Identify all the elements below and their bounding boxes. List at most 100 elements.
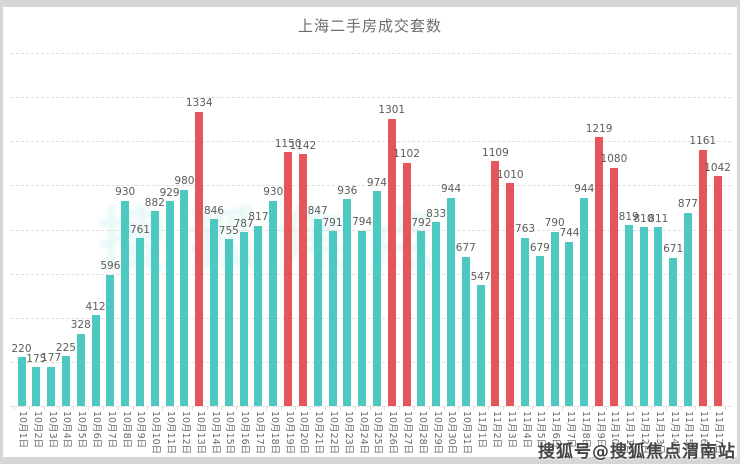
x-axis-tick xyxy=(695,406,697,410)
bar-value-label: 930 xyxy=(263,186,284,199)
x-axis-tick xyxy=(236,406,238,410)
bar xyxy=(491,161,500,406)
x-axis-label: 10月23日 xyxy=(342,411,354,455)
bar-value-label: 810 xyxy=(633,212,654,225)
bar-value-label: 177 xyxy=(41,352,62,365)
bar xyxy=(669,257,678,406)
x-axis-tick xyxy=(147,406,149,410)
bar xyxy=(609,167,618,406)
x-axis-label: 10月14日 xyxy=(209,411,221,455)
x-axis-tick xyxy=(710,406,712,410)
x-axis-label: 10月24日 xyxy=(357,411,369,455)
gridline-1000 xyxy=(11,185,731,187)
x-axis-label: 11月2日 xyxy=(490,411,502,449)
bar xyxy=(698,149,707,406)
x-axis-tick xyxy=(473,406,475,410)
x-axis-label: 10月21日 xyxy=(313,411,325,455)
x-axis-label: 10月2日 xyxy=(31,411,43,449)
bar-value-label: 929 xyxy=(159,186,180,199)
bar xyxy=(639,227,648,406)
bar-value-label: 833 xyxy=(426,207,447,220)
x-axis-label: 10月9日 xyxy=(135,411,147,449)
bar-value-label: 679 xyxy=(529,241,550,254)
x-axis-label: 10月26日 xyxy=(387,411,399,455)
bar-value-label: 787 xyxy=(233,217,254,230)
bar xyxy=(432,222,441,406)
x-axis-tick xyxy=(413,406,415,410)
x-axis-label: 10月20日 xyxy=(298,411,310,455)
x-axis-label: 10月12日 xyxy=(179,411,191,455)
x-axis-label: 10月16日 xyxy=(239,411,251,455)
bar-value-label: 877 xyxy=(677,198,698,210)
x-axis-tick xyxy=(221,406,223,410)
x-axis-label: 10月25日 xyxy=(372,411,384,455)
bar xyxy=(595,137,604,406)
x-axis-label: 10月8日 xyxy=(120,411,132,449)
bar xyxy=(328,231,337,406)
x-axis-tick xyxy=(369,406,371,410)
x-axis-tick xyxy=(680,406,682,410)
bar-value-label: 794 xyxy=(352,216,373,229)
bar-value-label: 1042 xyxy=(704,161,731,174)
x-axis-label: 10月31日 xyxy=(461,411,473,455)
bar xyxy=(17,357,26,406)
bar-value-label: 1301 xyxy=(378,104,406,117)
bar-value-label: 547 xyxy=(470,270,491,283)
x-axis-tick xyxy=(354,406,356,410)
x-axis-label: 10月10日 xyxy=(150,411,162,455)
bar-value-label: 944 xyxy=(440,183,462,196)
x-axis-label: 10月17日 xyxy=(253,411,265,455)
gridline-400 xyxy=(11,317,731,319)
bar xyxy=(521,237,530,406)
x-axis-tick xyxy=(606,406,608,410)
x-axis-tick xyxy=(636,406,638,410)
gridline-800 xyxy=(11,229,731,231)
bar-value-label: 819 xyxy=(618,210,639,223)
x-axis-label: 10月19日 xyxy=(283,411,295,455)
bar-value-label: 763 xyxy=(515,223,536,236)
x-axis-tick xyxy=(621,406,623,410)
x-axis-tick xyxy=(191,406,193,410)
x-axis-tick xyxy=(502,406,504,410)
bar-value-label: 1161 xyxy=(689,135,717,148)
bar-value-label: 980 xyxy=(174,175,195,188)
x-axis-tick xyxy=(162,406,164,410)
x-axis-tick xyxy=(591,406,593,410)
x-axis-tick xyxy=(458,406,460,410)
bar xyxy=(165,201,174,406)
bar-value-label: 761 xyxy=(129,223,150,236)
x-axis-label: 10月18日 xyxy=(268,411,280,455)
x-axis-tick xyxy=(295,406,297,410)
gridline-200 xyxy=(11,361,731,363)
bar xyxy=(580,197,589,406)
bar-value-label: 811 xyxy=(648,212,669,225)
bar-value-label: 744 xyxy=(559,227,580,240)
x-axis-line xyxy=(11,406,731,407)
x-axis-label: 10月5日 xyxy=(76,411,88,449)
bar xyxy=(298,154,307,406)
bar-value-label: 1334 xyxy=(185,97,213,110)
x-axis-label: 10月28日 xyxy=(416,411,428,455)
bar xyxy=(239,232,248,406)
x-axis-label: 11月1日 xyxy=(476,411,488,449)
bar xyxy=(535,256,544,406)
bar xyxy=(417,231,426,406)
bar xyxy=(446,197,455,406)
x-axis-label: 10月30日 xyxy=(446,411,458,455)
bar xyxy=(254,225,263,406)
bar xyxy=(461,256,470,406)
x-axis-label: 10月27日 xyxy=(402,411,414,455)
bar xyxy=(47,366,56,406)
bar-value-label: 1150 xyxy=(274,137,302,150)
x-axis-tick xyxy=(206,406,208,410)
x-axis-tick xyxy=(650,406,652,410)
x-axis-tick xyxy=(88,406,90,410)
bar xyxy=(106,274,115,406)
x-axis-tick xyxy=(562,406,564,410)
x-axis-tick xyxy=(488,406,489,410)
bar-value-label: 791 xyxy=(322,216,343,229)
chart-title: 上海二手房成交套数 xyxy=(297,17,442,35)
bar xyxy=(358,230,367,406)
x-axis-label: 10月3日 xyxy=(46,411,58,449)
